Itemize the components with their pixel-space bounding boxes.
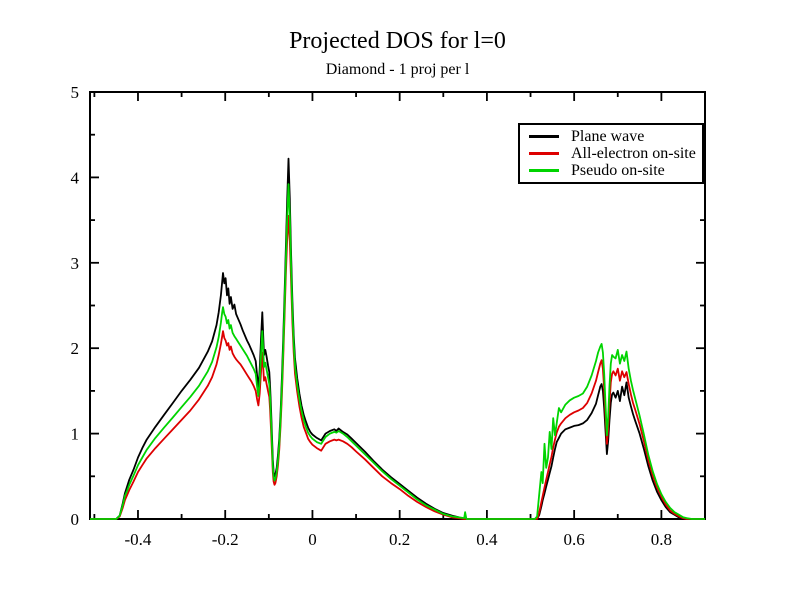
x-tick-label: -0.2 (212, 530, 239, 549)
y-tick-label: 1 (71, 425, 80, 444)
x-tick-label: 0 (308, 530, 317, 549)
legend-line-sample-all-electron (529, 152, 559, 155)
y-tick-label: 4 (71, 168, 80, 187)
legend-label: Pseudo on-site (571, 162, 665, 179)
series-line-all-electron-on-site (90, 214, 705, 520)
legend-entry: Pseudo on-site (520, 162, 702, 179)
series-line-plane-wave (90, 157, 705, 520)
x-tick-label: 0.2 (389, 530, 410, 549)
y-tick-label: 2 (71, 339, 80, 358)
x-tick-label: -0.4 (125, 530, 152, 549)
legend-entry: All-electron on-site (520, 145, 702, 162)
chart-title: Projected DOS for l=0 (289, 28, 506, 54)
y-tick-label: 0 (71, 510, 80, 529)
chart-subtitle: Diamond - 1 proj per l (325, 61, 470, 78)
x-tick-label: 0.8 (651, 530, 672, 549)
legend-line-sample-plane-wave (529, 135, 559, 138)
legend-label: All-electron on-site (571, 145, 696, 162)
x-tick-label: 0.6 (564, 530, 585, 549)
y-tick-label: 3 (71, 254, 80, 273)
legend-entry: Plane wave (520, 128, 702, 145)
x-tick-label: 0.4 (476, 530, 498, 549)
legend: Plane wave All-electron on-site Pseudo o… (518, 123, 704, 184)
legend-label: Plane wave (571, 128, 645, 145)
y-tick-label: 5 (71, 83, 80, 102)
legend-line-sample-pseudo (529, 169, 559, 172)
series-line-pseudo-on-site (90, 183, 705, 520)
